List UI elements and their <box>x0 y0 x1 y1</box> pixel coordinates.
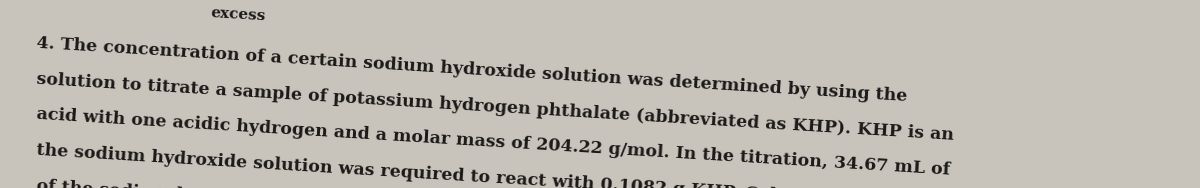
Text: the sodium hydroxide solution was required to react with 0.1082 g KHP. Calculate: the sodium hydroxide solution was requir… <box>24 141 962 188</box>
Text: 4. The concentration of a certain sodium hydroxide solution was determined by us: 4. The concentration of a certain sodium… <box>24 34 907 105</box>
Text: solution to titrate a sample of potassium hydrogen phthalate (abbreviated as KHP: solution to titrate a sample of potassiu… <box>24 70 954 143</box>
Text: excess: excess <box>210 6 266 23</box>
Text: acid with one acidic hydrogen and a molar mass of 204.22 g/mol. In the titration: acid with one acidic hydrogen and a mola… <box>24 105 950 179</box>
Text: of the sodium hydroxide.: of the sodium hydroxide. <box>24 177 278 188</box>
